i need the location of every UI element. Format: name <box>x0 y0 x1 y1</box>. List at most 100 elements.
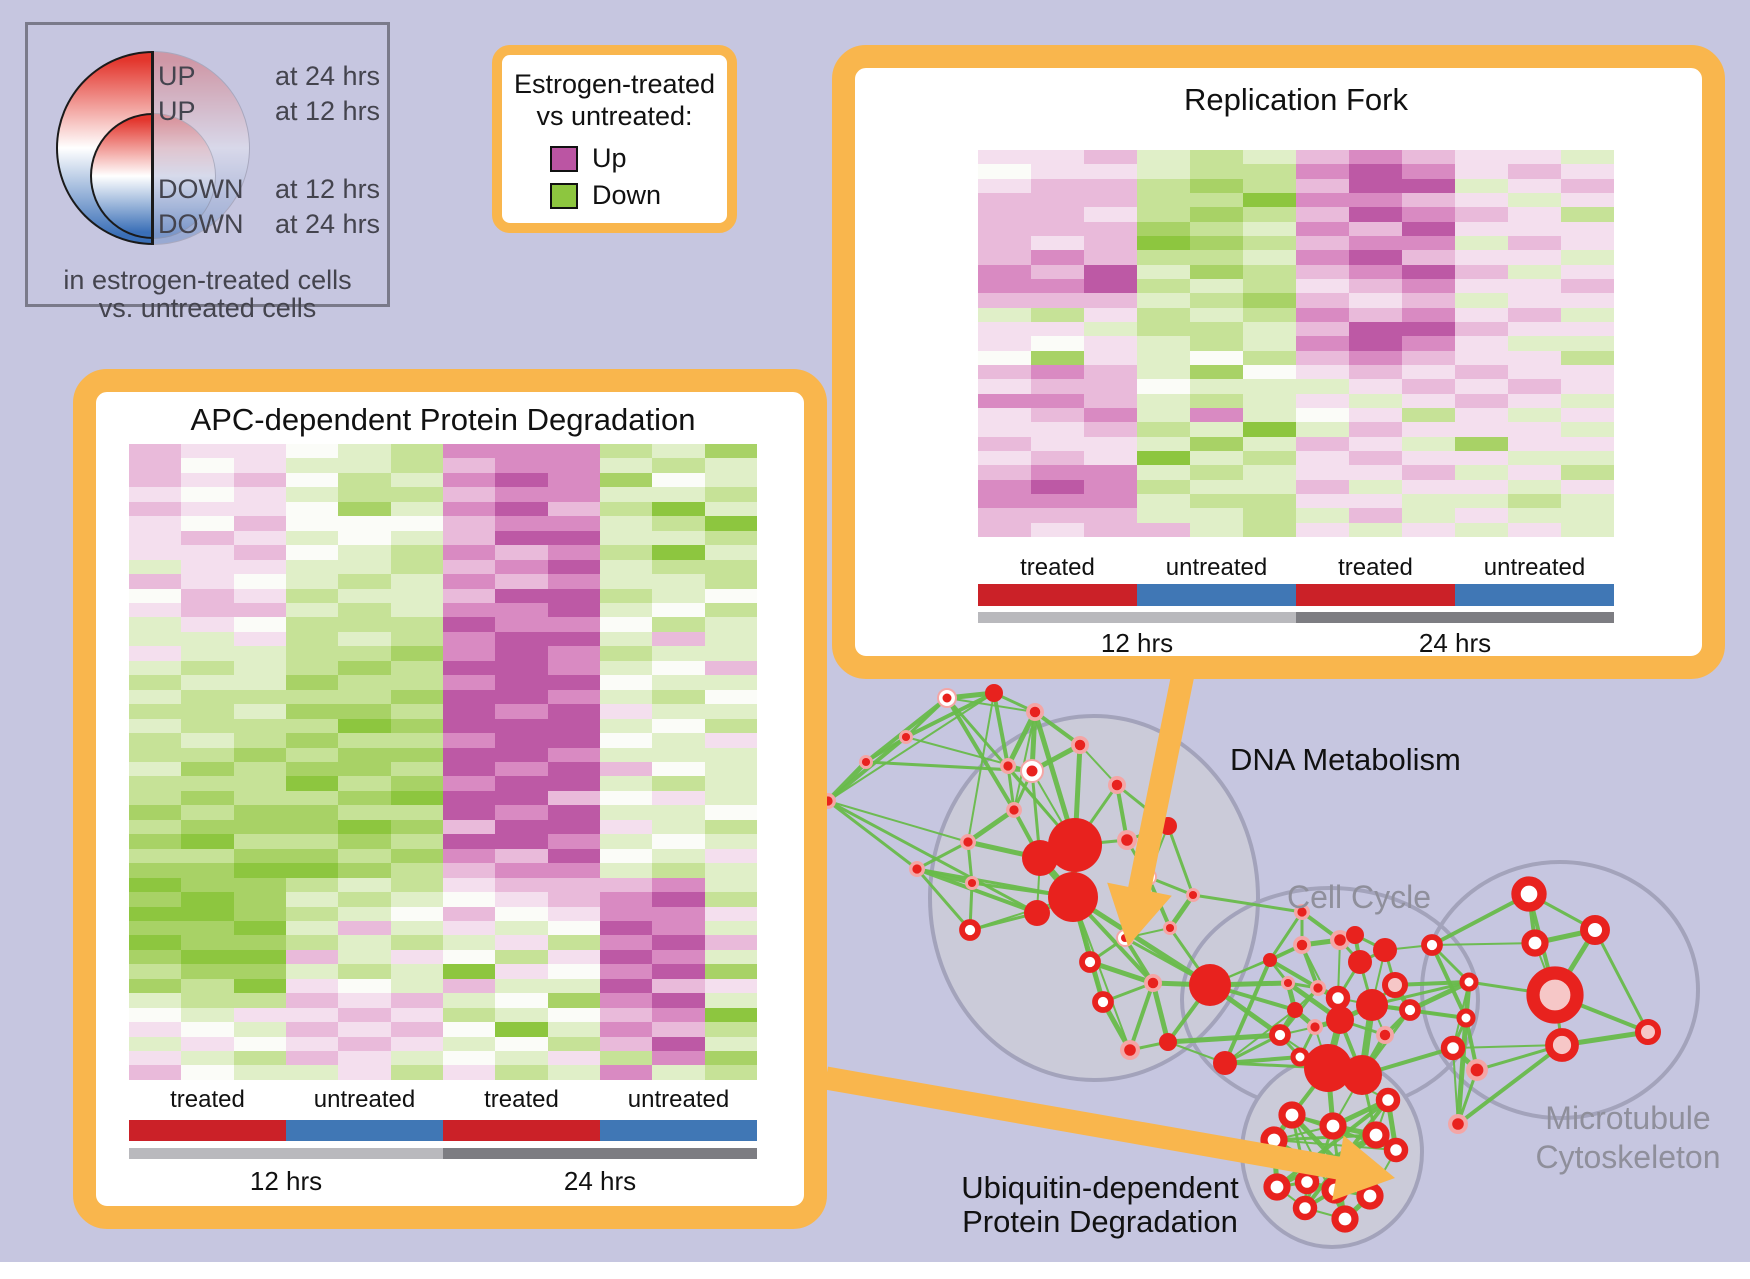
network-node-white-core <box>1278 1101 1306 1129</box>
rf-bar-treated-24 <box>1296 584 1455 606</box>
rf-bar-treated-12 <box>978 584 1137 606</box>
rf-group-label-2: untreated <box>1165 554 1268 581</box>
network-node-core <box>1188 890 1198 900</box>
apc-time-bar-24 <box>443 1148 757 1159</box>
apc-title: APC-dependent Protein Degradation <box>190 402 696 437</box>
cluster-ellipse-mt <box>1420 860 1700 1120</box>
network-node-white-core <box>1399 999 1421 1021</box>
ring-label-down-12: DOWN <box>158 174 244 204</box>
legend-item-down: Down <box>550 180 661 211</box>
network-edge <box>827 799 918 871</box>
legend-item-up: Up <box>550 143 627 174</box>
rf-time-bar <box>978 612 1614 623</box>
network-edge <box>1128 982 1155 1051</box>
network-node-core <box>1313 983 1323 993</box>
network-node-core <box>861 757 871 767</box>
network-edge <box>1072 896 1131 1051</box>
network-edge <box>1005 710 1038 768</box>
network-edge <box>827 799 1038 915</box>
network-node-white-core <box>1580 915 1610 945</box>
rf-group-label-3: treated <box>1338 554 1413 581</box>
network-node-core <box>1111 779 1123 791</box>
network-edge <box>1275 1098 1390 1189</box>
replication-fork-title: Replication Fork <box>1184 82 1408 117</box>
network-edge <box>967 692 995 843</box>
network-node-solid <box>1287 1002 1303 1018</box>
ring-label-up-12: UP <box>158 96 196 126</box>
arrow-head-apc-to-ubiquitin <box>1332 1135 1395 1201</box>
network-node-solid <box>1189 964 1231 1006</box>
ubiquitin-label-line1: Ubiquitin-dependent <box>961 1170 1239 1205</box>
network-node-core <box>1026 765 1038 777</box>
treatment-legend-box: Estrogen-treated vs untreated: Up Down <box>492 45 737 233</box>
network-node-white-core <box>1269 1024 1291 1046</box>
network-edge <box>864 696 949 764</box>
apc-heatmap <box>129 444 757 1080</box>
network-node-core <box>1310 1022 1320 1032</box>
arrow-head-replication-fork-to-dna <box>1107 882 1172 946</box>
rf-group-label-1: treated <box>1020 554 1095 581</box>
network-edge <box>1013 711 1036 811</box>
apc-group-label-4: untreated <box>627 1086 730 1113</box>
network-node-core <box>1009 805 1019 815</box>
replication-fork-panel: Replication Fork treated untreated treat… <box>832 45 1725 679</box>
rf-time-label-24: 24 hrs <box>1418 628 1492 658</box>
apc-panel: APC-dependent Protein Degradation treate… <box>73 369 827 1229</box>
network-edge <box>1456 1043 1564 1126</box>
rf-group-label-4: untreated <box>1483 554 1586 581</box>
ring-label-up-24: UP <box>158 61 196 91</box>
network-node-core <box>1121 834 1133 846</box>
ring-legend-box: UP at 24 hrs UP at 12 hrs DOWN at 12 hrs… <box>25 22 390 323</box>
network-node-core <box>1003 761 1013 771</box>
network-node-solid <box>1348 950 1372 974</box>
network-node-solid <box>1048 872 1098 922</box>
network-edge <box>915 868 972 931</box>
network-edge <box>827 692 995 802</box>
network-node-solid <box>1159 1033 1177 1051</box>
network-node-core <box>1379 1029 1391 1041</box>
network-node-solid <box>1304 1044 1352 1092</box>
apc-group-label-3: treated <box>484 1086 559 1113</box>
network-node-core <box>967 878 977 888</box>
network-edge <box>1593 929 1650 1033</box>
network-node-solid <box>1213 1051 1237 1075</box>
network-edge <box>1033 710 1082 747</box>
ring-caption-line1: in estrogen-treated cells <box>63 265 352 295</box>
network-node-core <box>1029 706 1041 718</box>
network-edge <box>1071 894 1212 988</box>
network-node-white-core <box>1440 1035 1466 1061</box>
replication-fork-heatmap <box>978 150 1614 537</box>
dna-metabolism-label: DNA Metabolism <box>1230 742 1461 777</box>
apc-group-label-1: treated <box>170 1086 245 1113</box>
ring-divider-line <box>151 51 154 245</box>
network-node-solid <box>1022 840 1058 876</box>
ring-time-down-12: at 12 hrs <box>275 174 381 204</box>
network-node-core <box>912 864 922 874</box>
cell-cycle-label: Cell Cycle <box>1287 879 1432 915</box>
network-node-solid <box>1346 926 1364 944</box>
ring-time-up-12: at 12 hrs <box>275 96 381 126</box>
network-edge <box>1150 982 1171 1043</box>
network-edge <box>1431 942 1536 946</box>
network-node-core <box>1074 739 1086 751</box>
network-edge <box>916 840 969 871</box>
network-node-white-core <box>959 919 981 941</box>
network-node-core <box>1283 978 1293 988</box>
network-node-core <box>901 732 911 742</box>
apc-bar-treated-24 <box>443 1120 600 1141</box>
network-node-white-core <box>1375 1087 1401 1113</box>
network-node-white-core <box>1456 1008 1476 1028</box>
network-node-white-core <box>1383 1137 1409 1163</box>
rf-time-bar-12 <box>978 612 1296 623</box>
treatment-legend-title-line1: Estrogen-treated <box>513 69 716 99</box>
network-node-solid <box>1356 989 1388 1021</box>
network-edge <box>1079 744 1118 786</box>
network-edge <box>1089 959 1154 986</box>
network-edge <box>1192 893 1303 914</box>
network-node-white-core <box>1459 972 1479 992</box>
network-node-solid <box>1326 1006 1354 1034</box>
network-node-core <box>942 693 952 703</box>
network-node-solid <box>1342 1055 1382 1095</box>
apc-treatment-bar <box>129 1120 757 1141</box>
network-node-solid <box>1024 900 1050 926</box>
